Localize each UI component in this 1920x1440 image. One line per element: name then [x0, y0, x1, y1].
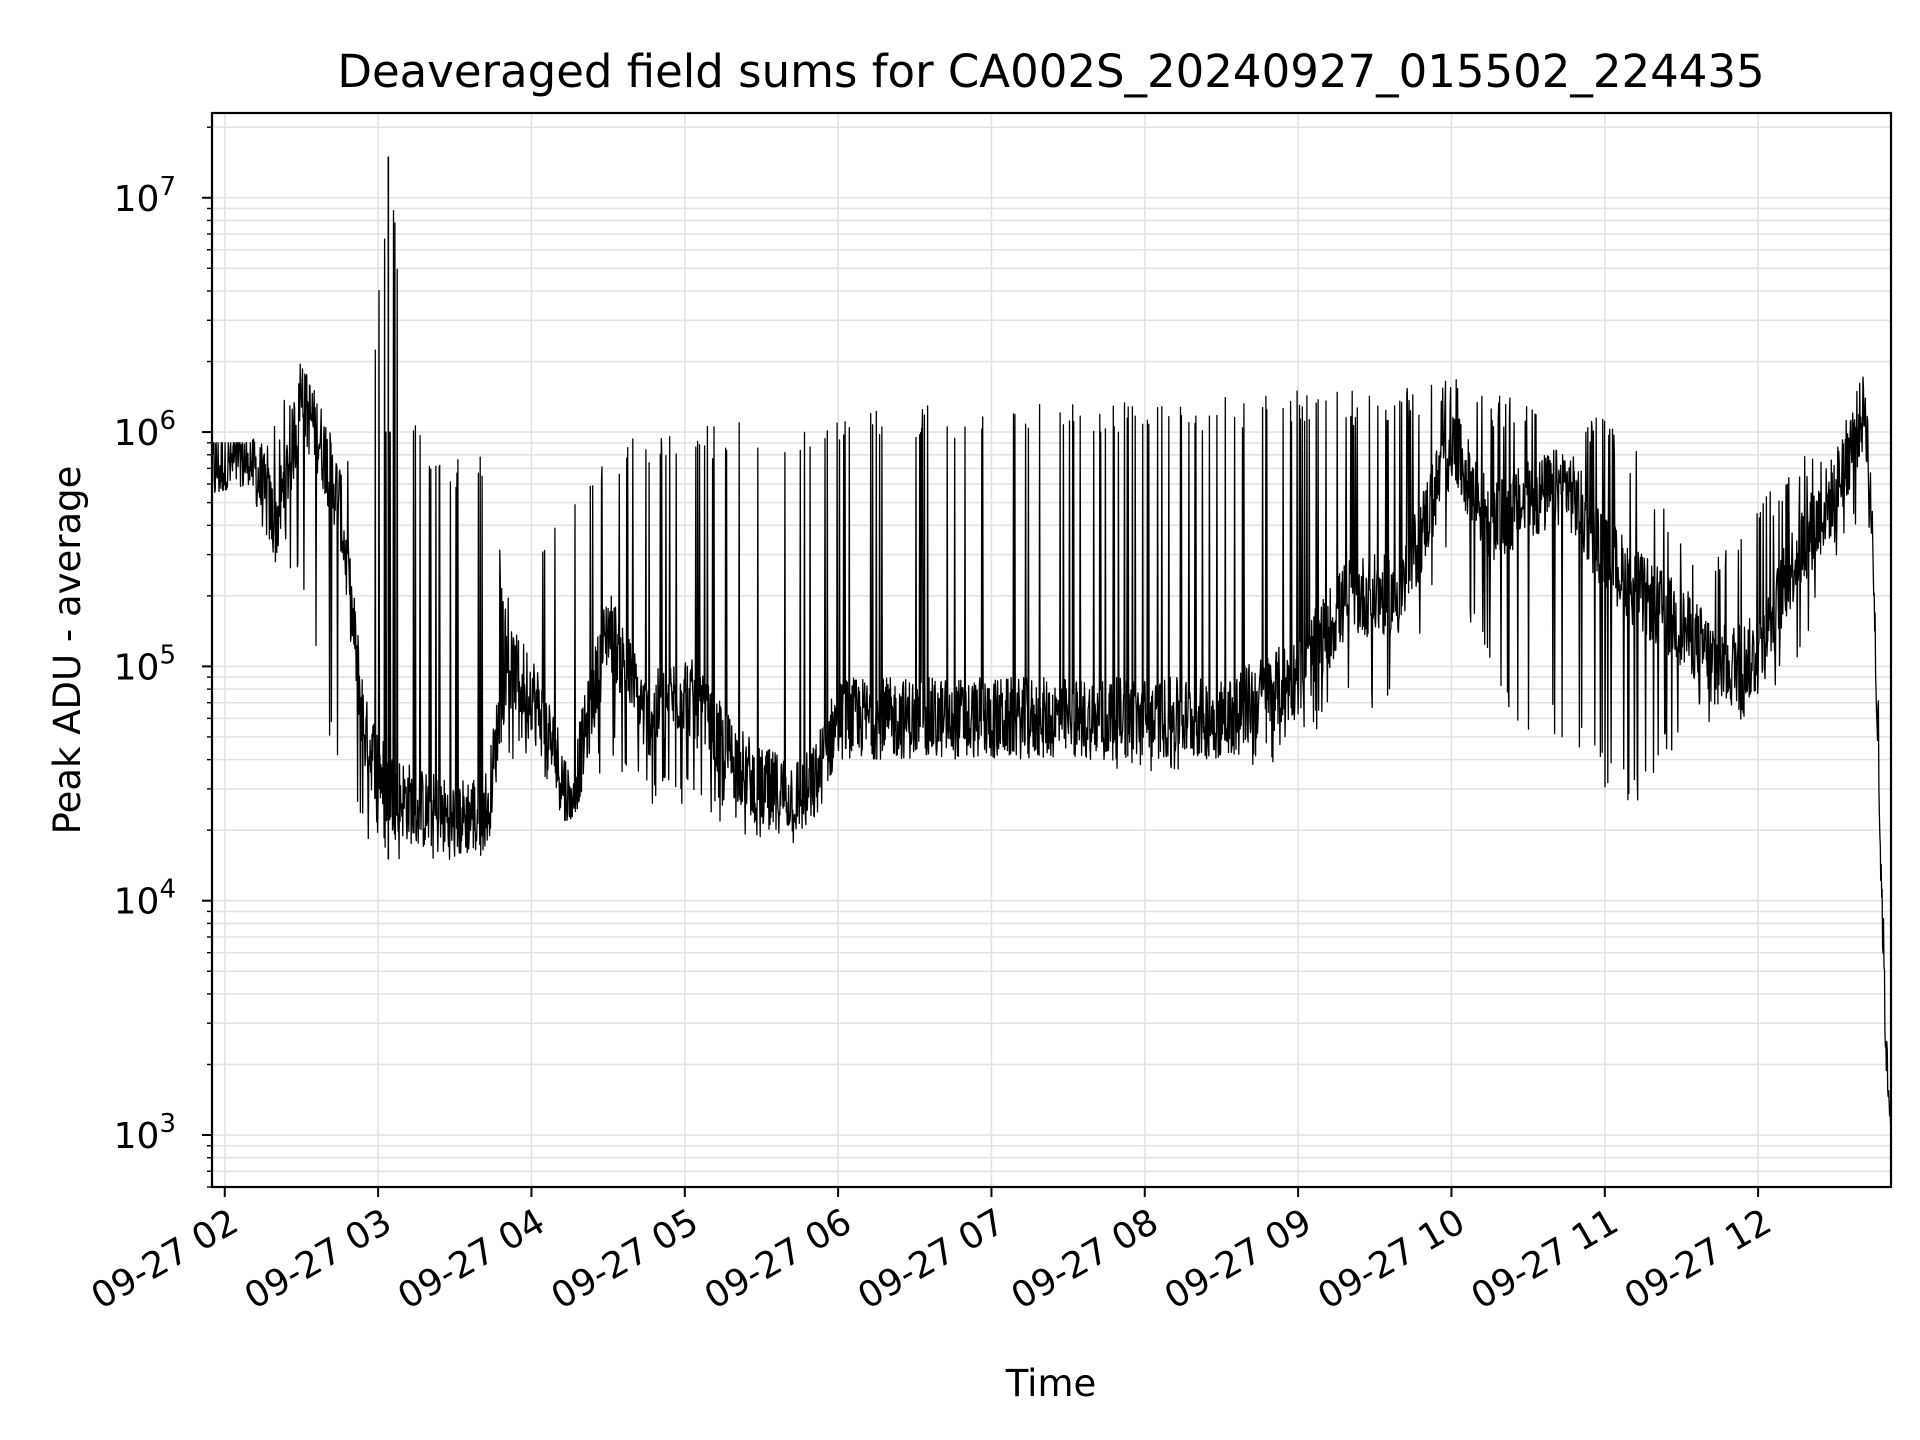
y-tick-label: 106: [114, 406, 176, 454]
x-tick-label: 09-27 06: [698, 1201, 859, 1317]
y-tick-label: 103: [114, 1109, 176, 1157]
y-axis-label: Peak ADU - average: [46, 466, 89, 835]
y-tick-label: 107: [114, 172, 176, 220]
x-tick-label: 09-27 02: [85, 1201, 246, 1317]
x-tick-label: 09-27 05: [545, 1201, 706, 1317]
x-tick-label: 09-27 08: [1005, 1201, 1166, 1317]
x-tick-label: 09-27 07: [851, 1201, 1012, 1317]
x-tick-label: 09-27 04: [391, 1201, 552, 1317]
x-tick-label: 09-27 12: [1618, 1201, 1779, 1317]
x-tick-label: 09-27 10: [1311, 1201, 1472, 1317]
x-tick-label: 09-27 03: [238, 1201, 399, 1317]
grid: [212, 113, 1891, 1188]
y-axis: 103 104 105 106 107: [114, 126, 212, 1188]
x-axis-label: Time: [1005, 1362, 1097, 1405]
y-tick-label: 104: [114, 875, 176, 923]
series-line: [211, 209, 1892, 1136]
x-tick-label: 09-27 11: [1465, 1201, 1626, 1317]
chart-title: Deaveraged field sums for CA002S_2024092…: [337, 45, 1764, 98]
x-tick-label: 09-27 09: [1158, 1201, 1319, 1317]
y-tick-label: 105: [114, 640, 176, 688]
series-0: [211, 156, 1892, 1136]
plot-frame: [210, 111, 1893, 1189]
